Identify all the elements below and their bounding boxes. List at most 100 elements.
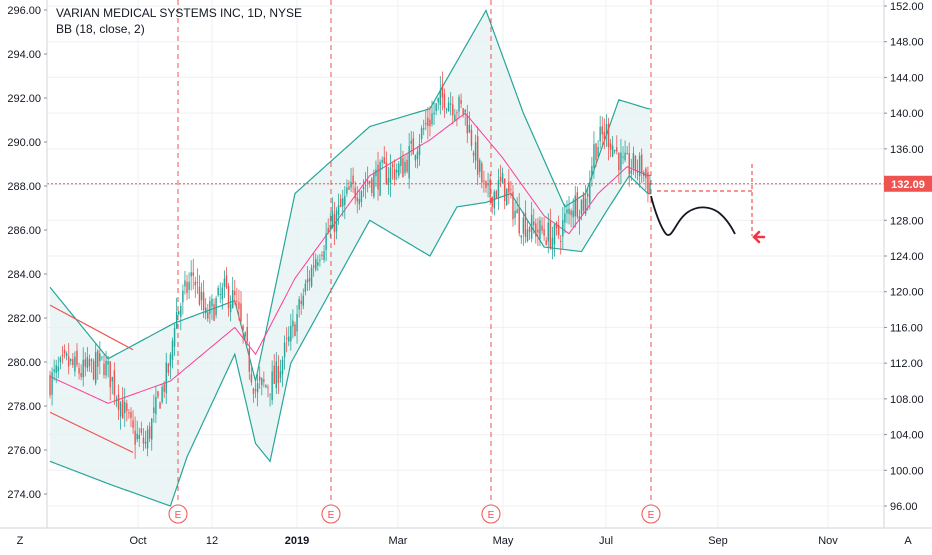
candle-body (535, 223, 537, 237)
candle-body (356, 197, 358, 202)
earnings-marker (168, 504, 188, 524)
candle-body (82, 359, 84, 378)
candle-body (649, 182, 651, 195)
candle-body (327, 228, 329, 233)
candle-body (379, 161, 381, 196)
candle-body (611, 145, 614, 157)
candle-body (92, 360, 95, 380)
candle-body (265, 385, 267, 388)
candle-body (142, 437, 145, 444)
right-axis-label: 128.00 (890, 215, 924, 227)
price-tag (884, 175, 932, 192)
candle-body (487, 183, 489, 186)
candle-body (418, 144, 421, 156)
candle-body (371, 178, 373, 193)
candle-body (643, 172, 645, 177)
candle-body (458, 96, 460, 112)
left-axis-label: 278.00 (7, 401, 41, 413)
candle-body (80, 373, 82, 377)
candle-body (256, 383, 259, 393)
chart-title: VARIAN MEDICAL SYSTEMS INC, 1D, NYSE (56, 6, 303, 20)
candle-body (603, 131, 606, 140)
candle-body (429, 119, 431, 127)
candle-body (533, 221, 535, 226)
bollinger-upper-line (49, 9, 650, 382)
candle-body (541, 225, 543, 231)
auto-scale-button[interactable]: A (904, 535, 912, 547)
candle-body (589, 182, 591, 204)
candle-body (362, 186, 365, 190)
candle-body (435, 103, 437, 111)
candle-body (246, 327, 248, 342)
candle-body (570, 210, 572, 216)
candle-body (331, 211, 334, 229)
candle-body (315, 259, 317, 270)
candle-body (628, 153, 630, 175)
candle-body (354, 187, 356, 199)
candle-body (51, 372, 53, 395)
timezone-button[interactable]: Z (17, 535, 24, 547)
candle-body (466, 115, 469, 134)
candle-body (302, 295, 305, 306)
x-axis-label: Nov (818, 535, 838, 547)
right-axis-label: 112.00 (890, 358, 923, 370)
candle-body (516, 209, 518, 214)
candle-body (225, 275, 228, 288)
candle-body (128, 412, 130, 414)
candle-body (323, 251, 325, 260)
candle-body (182, 290, 184, 303)
candle-body (350, 181, 352, 188)
candle-body (298, 299, 300, 310)
candle-body (647, 172, 649, 194)
candle-body (200, 291, 203, 301)
candle-body (636, 170, 639, 173)
candle-body (630, 170, 633, 174)
candle-body (358, 198, 361, 205)
indicator-label[interactable]: BB (18, close, 2) (56, 22, 145, 36)
candle-body (495, 191, 498, 199)
candle-body (155, 396, 157, 415)
candle-body (479, 159, 481, 172)
candle-body (481, 163, 483, 183)
right-axis-label: 100.00 (890, 465, 924, 477)
candle-body (352, 175, 354, 184)
candle-body (124, 402, 126, 414)
right-axis-label: 104.00 (890, 430, 924, 442)
candle-body (381, 160, 383, 163)
candle-body (159, 402, 161, 409)
candle-body (476, 136, 479, 175)
candle-body (169, 354, 172, 367)
candle-body (391, 164, 394, 168)
candle-body (460, 99, 462, 104)
candle-body (153, 407, 155, 413)
candle-body (227, 286, 230, 309)
candle-body (113, 370, 116, 396)
candle-body (452, 104, 454, 116)
candle-body (472, 152, 475, 156)
candle-body (609, 143, 612, 150)
candle-body (393, 169, 396, 180)
x-axis-label: Sep (708, 535, 728, 547)
candle-body (117, 394, 120, 410)
arrow-left-icon (752, 230, 766, 244)
candle-body (412, 138, 415, 155)
candle-body (485, 180, 487, 188)
candle-body (306, 279, 309, 283)
candle-body (645, 168, 647, 179)
candle-body (364, 184, 367, 186)
candle-body (288, 336, 290, 342)
x-axis-label: Jul (599, 535, 613, 547)
candle-body (400, 157, 402, 166)
candle-body (514, 210, 516, 218)
right-axis-label: 116.00 (890, 322, 923, 334)
left-axis-label: 288.00 (7, 181, 41, 193)
candle-body (55, 365, 57, 373)
right-axis-label: 140.00 (890, 108, 924, 120)
candle-body (217, 287, 219, 296)
candle-body (404, 161, 406, 173)
candle-body (499, 176, 502, 182)
candle-body (254, 389, 257, 391)
candle-body (161, 386, 163, 403)
